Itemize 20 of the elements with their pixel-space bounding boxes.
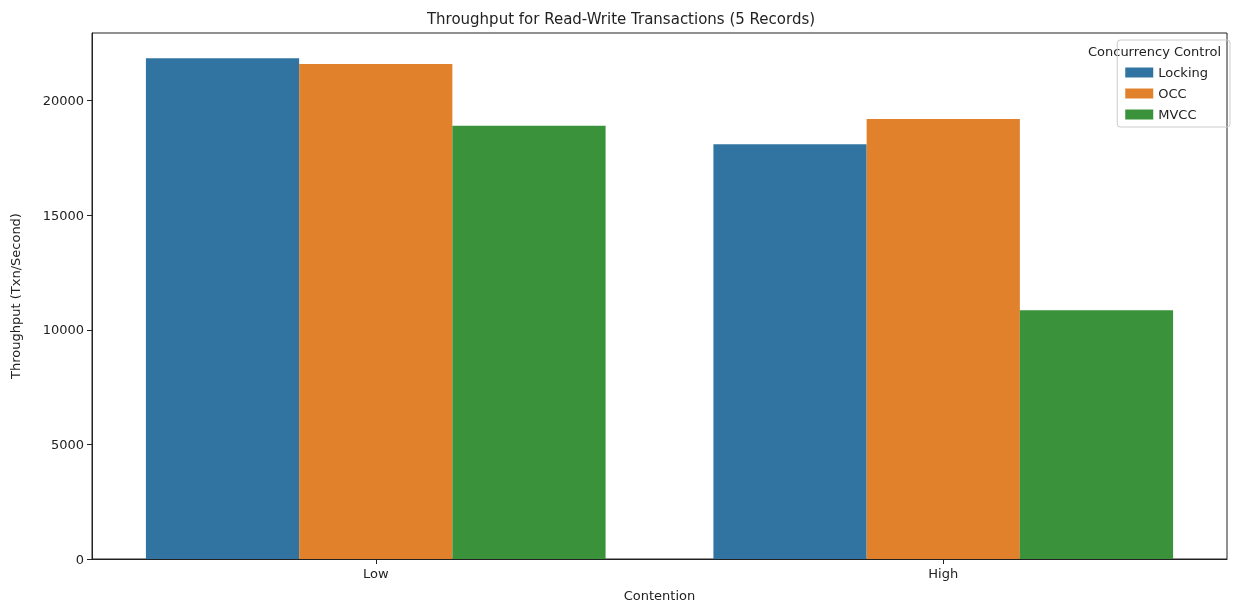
legend-title: Concurrency Control bbox=[1087, 44, 1222, 59]
x-tick-label: Low bbox=[362, 566, 389, 581]
y-tick-label: 0 bbox=[75, 551, 84, 567]
bar bbox=[299, 63, 453, 559]
y-axis-title: Throughput (Txn/Second) bbox=[8, 213, 23, 380]
legend-label: OCC bbox=[1158, 86, 1187, 101]
y-tick-label: 5000 bbox=[50, 436, 84, 452]
bar bbox=[145, 58, 300, 559]
x-axis-title: Contention bbox=[623, 588, 696, 603]
bar bbox=[452, 125, 606, 559]
bar bbox=[1019, 310, 1174, 559]
bar bbox=[713, 144, 867, 559]
y-tick-label: 20000 bbox=[42, 93, 84, 109]
legend-label: Locking bbox=[1158, 65, 1208, 80]
y-tick-label: 10000 bbox=[42, 322, 84, 338]
chart-title: Throughput for Read-Write Transactions (5 Records) bbox=[425, 9, 816, 28]
bar bbox=[866, 118, 1020, 559]
x-tick-label: High bbox=[928, 566, 959, 581]
y-tick-label: 15000 bbox=[42, 207, 84, 223]
legend-label: MVCC bbox=[1158, 107, 1197, 122]
